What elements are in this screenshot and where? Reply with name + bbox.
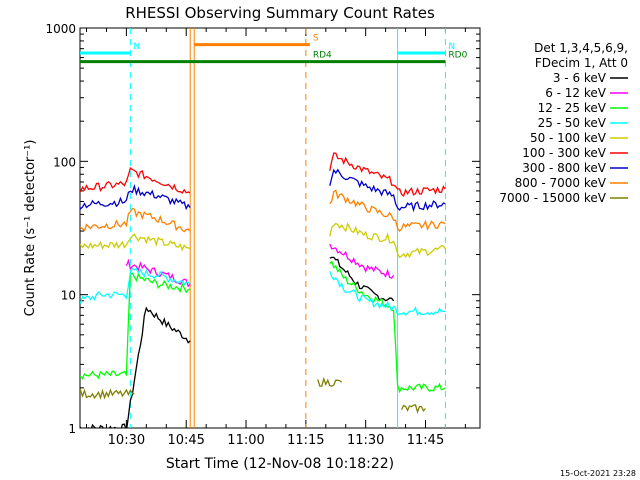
legend-entry: 25 - 50 keV <box>538 116 607 130</box>
state-label: RD0 <box>448 51 467 61</box>
x-tick-label: 10:45 <box>167 433 204 448</box>
series-line <box>125 258 191 288</box>
legend-header: Det 1,3,4,5,6,9, <box>534 41 628 55</box>
series-line <box>329 152 446 197</box>
legend-entry: 3 - 6 keV <box>553 71 607 85</box>
series-line <box>80 167 191 194</box>
series-line <box>329 256 395 302</box>
series-line <box>80 306 191 428</box>
series-line <box>80 233 191 252</box>
series-line <box>329 222 446 259</box>
y-axis-label: Count Rate (s⁻¹ detector⁻¹) <box>23 140 38 317</box>
legend-entry: 12 - 25 keV <box>538 101 607 115</box>
y-axis-label-text: Count Rate (s⁻¹ detector⁻¹) <box>23 140 38 317</box>
legend: Det 1,3,4,5,6,9,FDecim 1, Att 03 - 6 keV… <box>499 41 628 205</box>
data-layer <box>80 28 446 428</box>
legend-entry: 800 - 7000 keV <box>515 176 607 190</box>
series-line <box>329 271 446 317</box>
x-tick-label: 11:15 <box>287 433 324 448</box>
x-tick-label: 11:00 <box>227 433 264 448</box>
legend-entry: 7000 - 15000 keV <box>499 191 606 205</box>
y-tick-label: 1 <box>68 422 76 436</box>
state-label: S <box>313 34 319 44</box>
y-tick-label: 100 <box>53 155 76 169</box>
state-label: N <box>448 42 455 52</box>
legend-entry: 6 - 12 keV <box>545 86 607 100</box>
series-line <box>80 183 191 211</box>
series-line <box>329 168 446 213</box>
y-tick-label: 1000 <box>45 22 76 36</box>
series-line <box>80 388 135 400</box>
x-axis-label: Start Time (12-Nov-08 10:18:22) <box>166 456 394 472</box>
legend-entry: 100 - 300 keV <box>522 146 606 160</box>
series-line <box>329 243 395 279</box>
series-line <box>317 376 343 387</box>
plot-area: 1 10 100 1000 10:30 10:45 11:00 11:15 11:30 11:45… <box>45 22 481 448</box>
series-line <box>329 260 446 394</box>
chart-title: RHESSI Observing Summary Count Rates <box>125 4 435 22</box>
state-label: N <box>133 42 140 52</box>
series-line <box>401 404 426 414</box>
series-line <box>80 272 191 380</box>
legend-entry: 300 - 800 keV <box>522 161 606 175</box>
plot-frame <box>79 27 481 429</box>
x-tick-label: 10:30 <box>108 433 145 448</box>
series-line <box>329 189 446 232</box>
legend-entry: 50 - 100 keV <box>530 131 607 145</box>
footer-timestamp: 15-Oct-2021 23:28 <box>560 469 636 478</box>
state-label: RD4 <box>313 51 332 61</box>
legend-header: FDecim 1, Att 0 <box>535 56 628 70</box>
x-tick-label: 11:30 <box>347 433 384 448</box>
series-line <box>80 267 191 304</box>
y-tick-label: 10 <box>61 289 76 303</box>
x-tick-label: 11:45 <box>407 433 444 448</box>
series-line <box>80 207 191 233</box>
